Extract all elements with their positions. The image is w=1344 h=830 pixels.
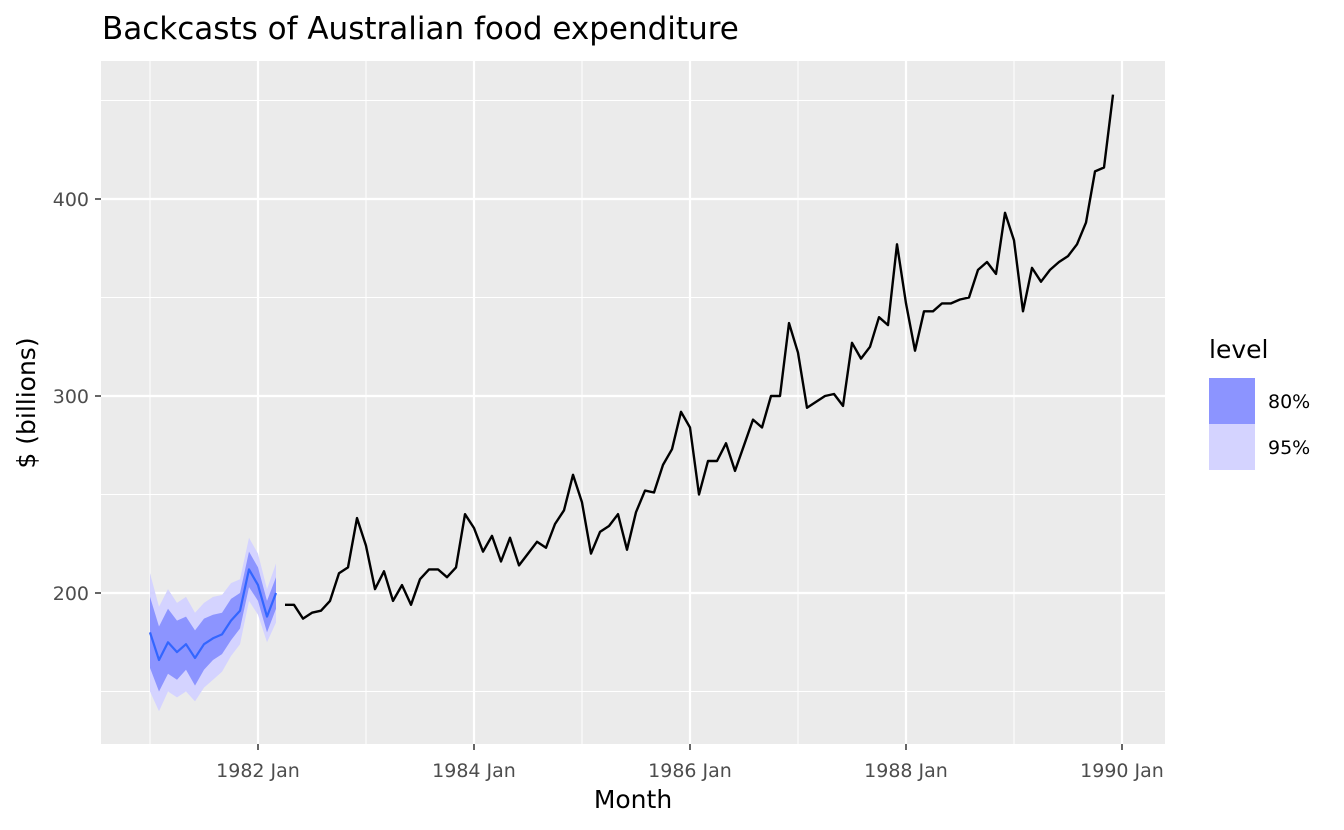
x-tick-label: 1984 Jan [432,760,516,782]
y-tick-label: 200 [53,583,89,605]
legend-key-95 [1209,424,1255,470]
x-axis: 1982 Jan 1984 Jan 1986 Jan 1988 Jan 1990 Jan [216,744,1164,782]
x-tick-label: 1990 Jan [1080,760,1164,782]
legend-key-80 [1209,378,1255,424]
chart-title: Backcasts of Australian food expenditure [102,11,739,47]
plot-panel [101,61,1165,744]
legend: level 80% 95% [1209,335,1310,470]
y-tick-label: 400 [53,189,89,211]
legend-label-80: 80% [1268,391,1310,413]
y-tick-label: 300 [53,386,89,408]
observed-line [285,94,1115,620]
y-axis-title: $ (billions) [12,337,41,468]
backcast-mean-line [148,568,278,662]
x-tick-label: 1988 Jan [864,760,948,782]
y-axis: 200 300 400 [53,189,101,605]
legend-label-95: 95% [1268,437,1310,459]
series-lines [148,94,1115,662]
x-tick-label: 1986 Jan [648,760,732,782]
x-tick-label: 1982 Jan [216,760,300,782]
x-axis-title: Month [594,785,672,814]
grid-major [101,61,1165,744]
legend-title: level [1209,335,1268,364]
grid-minor [101,61,1165,744]
